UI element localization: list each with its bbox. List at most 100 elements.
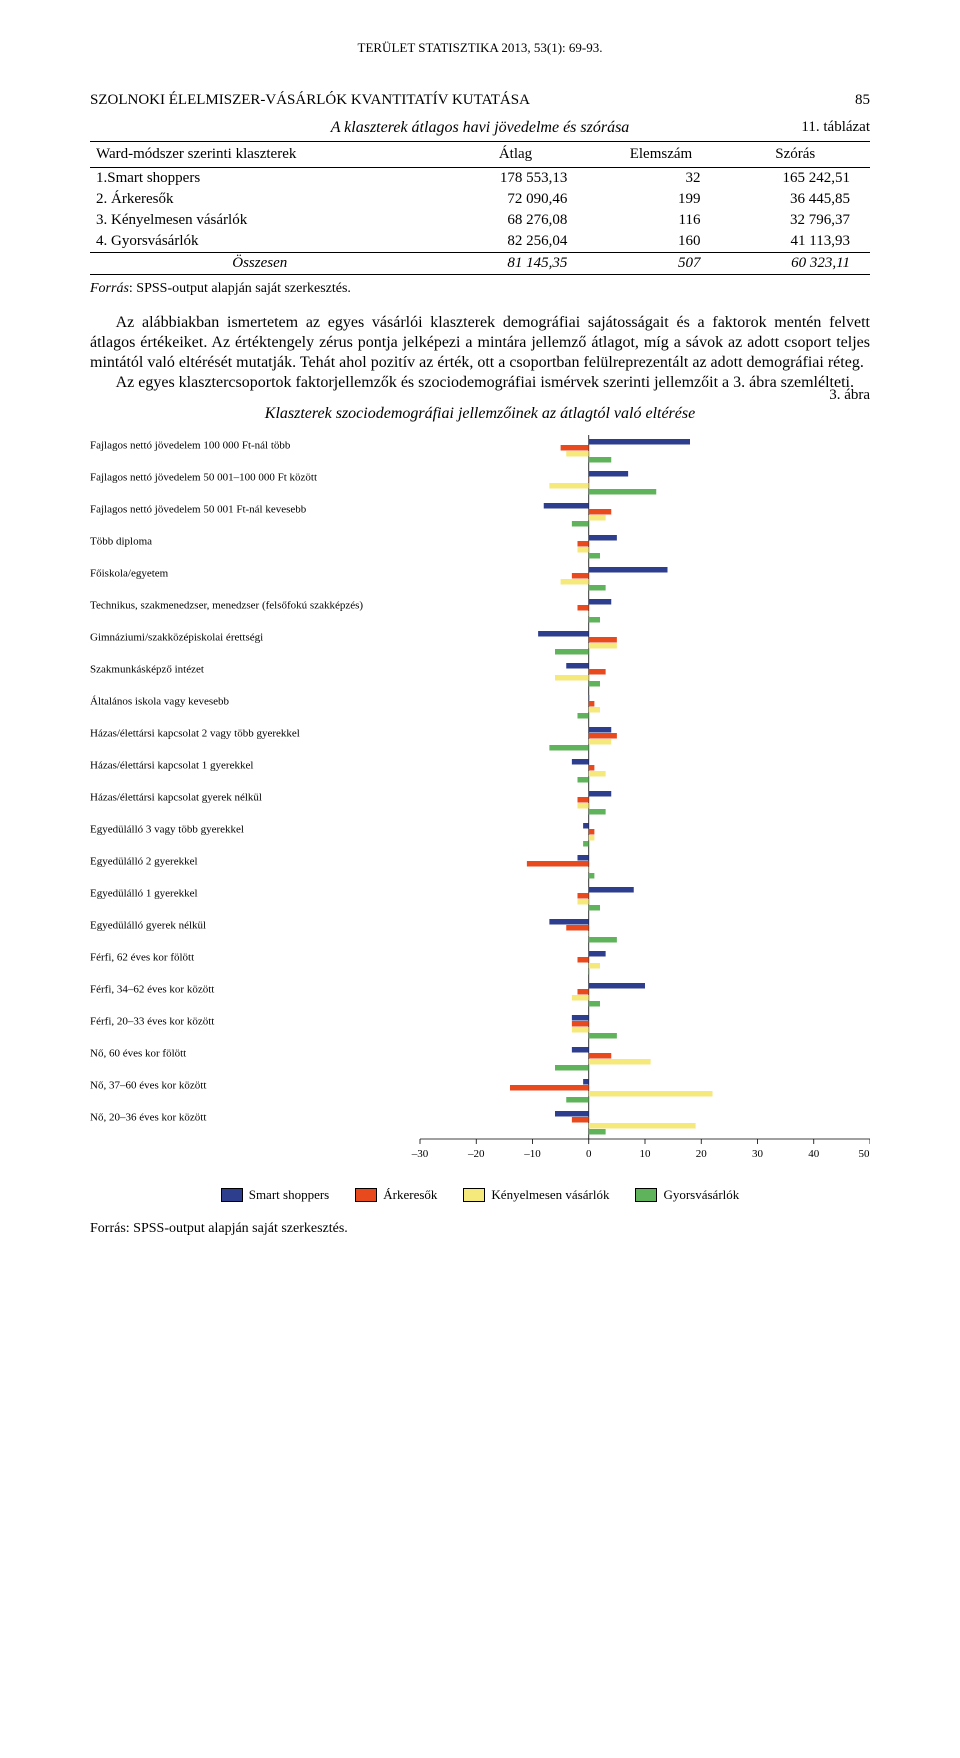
bar-arkeresok bbox=[578, 797, 589, 803]
chart-category-label: Házas/élettársi kapcsolat gyerek nélkül bbox=[90, 792, 262, 804]
bar-kenyelmes bbox=[578, 899, 589, 905]
deviation-chart: Fajlagos nettó jövedelem 100 000 Ft-nál … bbox=[90, 431, 870, 1173]
bar-arkeresok bbox=[527, 861, 589, 867]
bar-smart bbox=[538, 631, 589, 637]
bar-kenyelmes bbox=[561, 579, 589, 585]
legend-swatch bbox=[635, 1188, 657, 1202]
x-tick-label: –10 bbox=[523, 1148, 541, 1160]
income-table: Ward-módszer szerinti klaszterek Átlag E… bbox=[90, 141, 870, 275]
chart-source: Forrás: SPSS-output alapján saját szerke… bbox=[90, 1221, 870, 1237]
sum-elemszam: 507 bbox=[601, 253, 720, 275]
chart-category-label: Gimnáziumi/szakközépiskolai érettségi bbox=[90, 632, 263, 644]
legend-label: Árkeresők bbox=[383, 1187, 437, 1203]
chart-category-label: Fajlagos nettó jövedelem 50 001–100 000 … bbox=[90, 472, 317, 484]
bar-smart bbox=[589, 983, 645, 989]
bar-smart bbox=[555, 1111, 589, 1117]
cell-label: 3. Kényelmesen vásárlók bbox=[90, 210, 430, 231]
bar-kenyelmes bbox=[589, 643, 617, 649]
cell-elemszam: 160 bbox=[601, 231, 720, 253]
x-tick-label: 20 bbox=[696, 1148, 708, 1160]
bar-arkeresok bbox=[578, 893, 589, 899]
bar-arkeresok bbox=[578, 541, 589, 547]
cell-elemszam: 116 bbox=[601, 210, 720, 231]
bar-gyors bbox=[572, 521, 589, 527]
bar-kenyelmes bbox=[589, 771, 606, 777]
chart-category-label: Egyedülálló 1 gyerekkel bbox=[90, 888, 198, 900]
bar-kenyelmes bbox=[578, 803, 589, 809]
source-text-2: : SPSS-output alapján saját szerkesztés. bbox=[126, 1221, 348, 1236]
chart-category-label: Nő, 60 éves kor fölött bbox=[90, 1048, 186, 1060]
bar-arkeresok bbox=[589, 829, 595, 835]
chart-category-label: Nő, 37–60 éves kor között bbox=[90, 1080, 206, 1092]
bar-gyors bbox=[589, 553, 600, 559]
cell-elemszam: 32 bbox=[601, 168, 720, 190]
bar-kenyelmes bbox=[589, 707, 600, 713]
bar-smart bbox=[589, 439, 690, 445]
table-caption-row: A klaszterek átlagos havi jövedelme és s… bbox=[90, 119, 870, 137]
bar-gyors bbox=[589, 873, 595, 879]
bar-kenyelmes bbox=[572, 995, 589, 1001]
chart-category-label: Fajlagos nettó jövedelem 50 001 Ft-nál k… bbox=[90, 504, 307, 516]
bar-kenyelmes bbox=[589, 867, 590, 873]
chart-category-label: Egyedülálló gyerek nélkül bbox=[90, 920, 206, 932]
chart-category-label: Házas/élettársi kapcsolat 1 gyerekkel bbox=[90, 760, 253, 772]
bar-arkeresok bbox=[589, 733, 617, 739]
bar-gyors bbox=[589, 1129, 606, 1135]
bar-kenyelmes bbox=[589, 835, 595, 841]
chart-category-label: Férfi, 62 éves kor fölött bbox=[90, 952, 194, 964]
x-tick-label: 40 bbox=[808, 1148, 820, 1160]
bar-gyors bbox=[589, 489, 657, 495]
bar-gyors bbox=[555, 1065, 589, 1071]
chart-category-label: Férfi, 34–62 éves kor között bbox=[90, 984, 214, 996]
legend-item-arkeresok: Árkeresők bbox=[355, 1187, 437, 1203]
bar-arkeresok bbox=[578, 989, 589, 995]
cell-szoras: 165 242,51 bbox=[720, 168, 870, 190]
bar-kenyelmes bbox=[555, 675, 589, 681]
bar-arkeresok bbox=[589, 477, 590, 483]
legend-item-kenyelmes: Kényelmesen vásárlók bbox=[463, 1187, 609, 1203]
table-number: 11. táblázat bbox=[801, 119, 870, 136]
chart-caption-row: 3. ábra Klaszterek szociodemográfiai jel… bbox=[90, 405, 870, 423]
cell-elemszam: 199 bbox=[601, 189, 720, 210]
page-title: SZOLNOKI ÉLELMISZER-VÁSÁRLÓK KVANTITATÍV… bbox=[90, 92, 843, 109]
bar-arkeresok bbox=[578, 957, 589, 963]
bar-gyors bbox=[589, 1001, 600, 1007]
bar-arkeresok bbox=[561, 445, 589, 451]
bar-arkeresok bbox=[589, 637, 617, 643]
table-row: 3. Kényelmesen vásárlók68 276,0811632 79… bbox=[90, 210, 870, 231]
sum-atlag: 81 145,35 bbox=[430, 253, 602, 275]
bar-arkeresok bbox=[589, 765, 595, 771]
bar-gyors bbox=[549, 745, 588, 751]
table-row: 1.Smart shoppers178 553,1332165 242,51 bbox=[90, 168, 870, 190]
sum-szoras: 60 323,11 bbox=[720, 253, 870, 275]
chart-category-label: Főiskola/egyetem bbox=[90, 568, 169, 580]
bar-smart bbox=[572, 1015, 589, 1021]
bar-smart bbox=[566, 663, 589, 669]
page-number: 85 bbox=[855, 92, 870, 109]
bar-gyors bbox=[578, 713, 589, 719]
chart-category-label: Egyedülálló 3 vagy több gyerekkel bbox=[90, 824, 244, 836]
table-sum-row: Összesen81 145,3550760 323,11 bbox=[90, 253, 870, 275]
cell-label: 1.Smart shoppers bbox=[90, 168, 430, 190]
bar-gyors bbox=[589, 681, 600, 687]
bar-smart bbox=[578, 855, 589, 861]
bar-arkeresok bbox=[572, 1021, 589, 1027]
bar-arkeresok bbox=[589, 669, 606, 675]
chart-legend: Smart shoppersÁrkeresőkKényelmesen vásár… bbox=[90, 1187, 870, 1203]
table-header-row: Ward-módszer szerinti klaszterek Átlag E… bbox=[90, 142, 870, 168]
chart-caption: Klaszterek szociodemográfiai jellemzőine… bbox=[90, 405, 870, 423]
col-elemszam: Elemszám bbox=[601, 142, 720, 168]
cell-atlag: 72 090,46 bbox=[430, 189, 602, 210]
bar-gyors bbox=[555, 649, 589, 655]
bar-kenyelmes bbox=[572, 1027, 589, 1033]
bar-gyors bbox=[589, 905, 600, 911]
body-text: Az alábbiakban ismertetem az egyes vásár… bbox=[90, 313, 870, 393]
chart-category-label: Házas/élettársi kapcsolat 2 vagy több gy… bbox=[90, 728, 300, 740]
x-tick-label: 30 bbox=[752, 1148, 764, 1160]
bar-kenyelmes bbox=[578, 547, 589, 553]
source-text: : SPSS-output alapján saját szerkesztés. bbox=[129, 281, 351, 296]
legend-swatch bbox=[221, 1188, 243, 1202]
source-label-2: Forrás bbox=[90, 1221, 126, 1236]
table-row: 4. Gyorsvásárlók82 256,0416041 113,93 bbox=[90, 231, 870, 253]
cell-szoras: 32 796,37 bbox=[720, 210, 870, 231]
